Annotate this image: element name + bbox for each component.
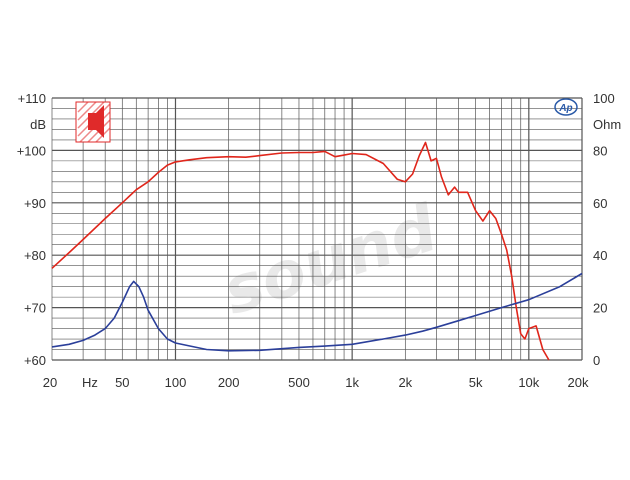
y-right-tick-label: 40 [593,248,607,263]
y-right-unit-label: Ohm [593,117,621,132]
y-right-tick-label: 0 [593,353,600,368]
x-tick-label: 500 [288,375,310,390]
y-left-tick-label: +70 [24,301,46,316]
x-unit-label: Hz [82,375,98,390]
x-tick-label: 10k [518,375,539,390]
y-right-tick-label: 80 [593,143,607,158]
driver-icon [75,101,111,143]
watermark-text: sound [215,192,447,330]
y-right-tick-label: 100 [593,91,615,106]
spl-curve [51,141,550,361]
impedance-curve [51,272,583,352]
x-tick-label: 200 [218,375,240,390]
y-left-tick-label: +60 [24,353,46,368]
x-tick-label: 5k [469,375,483,390]
x-tick-label: 100 [165,375,187,390]
watermark: sound [215,192,447,330]
y-left-tick-label: +80 [24,248,46,263]
driver-icon-cone [88,105,104,138]
grid [51,97,583,361]
x-tick-label: 50 [115,375,129,390]
y-left-tick-label: +100 [17,143,46,158]
y-left-unit-label: dB [30,117,46,132]
y-right-tick-label: 20 [593,301,607,316]
ap-logo-ring [554,98,578,116]
y-left-tick-label: +90 [24,196,46,211]
curves [51,141,583,361]
x-tick-label: 1k [345,375,359,390]
tick-labels: 20 50 100 200 500 1k 2k 5k 10k 20kHz+60+70+80+90+… [17,91,621,390]
x-tick-label: 20 [43,375,57,390]
x-tick-label: 2k [398,375,412,390]
y-right-tick-label: 60 [593,196,607,211]
x-tick-label: 20k [568,375,589,390]
ap-logo-icon: Ap [554,98,578,116]
ap-logo-text: Ap [558,103,572,114]
y-left-tick-label: +110 [18,91,46,106]
